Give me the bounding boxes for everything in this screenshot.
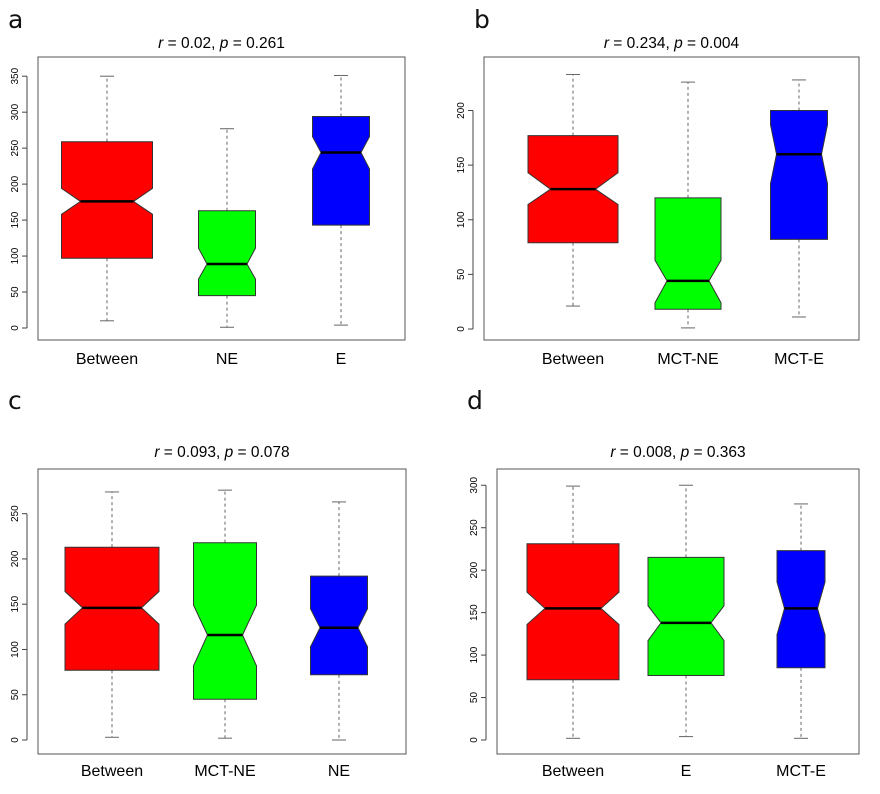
chart-title: r = 0.008, p = 0.363 [610,444,745,461]
y-tick-label: 50 [10,286,21,298]
title-equals: = [683,35,701,52]
title-equals: = [163,35,181,52]
category-label: MCT-NE [194,763,255,780]
title-r-symbol: r [154,444,160,461]
notched-box-e [312,116,370,226]
y-tick-label: 300 [469,476,480,493]
category-label: E [681,763,692,780]
title-p-symbol: p [673,35,683,52]
y-tick-label: 100 [469,646,480,663]
title-equals: = [228,35,246,52]
y-tick-label: 0 [10,325,21,331]
notched-box-mct-ne [654,197,722,310]
y-tick-label: 50 [456,268,467,280]
y-tick-label: 0 [469,737,480,743]
panel-c: c r = 0.093, p = 0.078 0 50 100 150 200 250 Betw… [8,386,407,780]
category-label: Between [81,763,143,780]
y-tick-label: 200 [469,561,480,578]
panel-letter: c [8,386,22,415]
title-p-value: 0.261 [246,35,285,52]
y-tick-label: 0 [456,326,467,332]
title-r-value: 0.093, [177,444,224,461]
title-r-symbol: r [604,35,610,52]
title-equals: = [233,444,251,461]
plot-frame [496,468,860,755]
panel-b: b r = 0.234, p = 0.004 0 50 100 150 200 Between… [456,5,860,368]
category-label: E [336,351,347,368]
title-p-value: 0.004 [700,35,739,52]
y-tick-label: 350 [10,67,21,84]
title-equals: = [160,444,178,461]
category-label: NE [216,351,238,368]
y-tick-label: 0 [10,737,21,743]
category-label: Between [542,763,604,780]
panel-letter: d [467,386,483,415]
title-p-symbol: p [680,444,690,461]
title-equals: = [609,35,627,52]
panel-letter: b [474,5,490,34]
category-label: MCT-NE [657,351,718,368]
y-tick-label: 150 [10,595,21,612]
title-p-symbol: p [219,35,229,52]
category-label: Between [76,351,138,368]
plot-frame [37,468,407,755]
y-tick-label: 150 [10,211,21,228]
panel-letter: a [8,5,23,34]
y-tick-label: 200 [10,550,21,567]
panel-d: d r = 0.008, p = 0.363 0 50 100 150 200 250 300 B… [467,386,860,780]
plot-frame [37,56,406,341]
title-r-value: 0.02, [181,35,220,52]
chart-title: r = 0.234, p = 0.004 [604,35,740,52]
title-p-value: 0.078 [251,444,290,461]
y-tick-label: 150 [469,604,480,621]
title-p-symbol: p [224,444,234,461]
y-tick-label: 100 [456,211,467,228]
notched-box-mct-e [770,110,828,240]
title-r-value: 0.008, [633,444,680,461]
y-tick-label: 250 [10,139,21,156]
y-tick-label: 300 [10,103,21,120]
notched-box-ne [198,210,256,297]
title-equals: = [689,444,707,461]
category-label: Between [542,351,604,368]
title-equals: = [616,444,634,461]
category-label: MCT-E [774,351,824,368]
y-tick-label: 50 [10,689,21,701]
notched-box-ne [310,575,368,676]
category-label: MCT-E [776,763,826,780]
chart-title: r = 0.093, p = 0.078 [154,444,289,461]
title-r-value: 0.234, [627,35,674,52]
plot-frame [483,56,860,341]
panel-a: a r = 0.02, p = 0.261 0 50 100 150 200 250 300 35… [8,5,406,368]
notched-box-mct-ne [193,542,257,700]
y-tick-label: 200 [10,175,21,192]
y-tick-label: 150 [456,156,467,173]
y-tick-label: 50 [469,692,480,704]
y-tick-label: 100 [10,641,21,658]
y-tick-label: 250 [469,519,480,536]
title-r-symbol: r [158,35,164,52]
category-label: NE [328,763,350,780]
notched-box-between [526,543,620,681]
y-tick-label: 100 [10,247,21,264]
title-p-value: 0.363 [707,444,746,461]
y-tick-label: 250 [10,505,21,522]
y-tick-label: 200 [456,102,467,119]
notched-box-e [647,556,725,676]
title-r-symbol: r [610,444,616,461]
notched-box-between [61,141,153,259]
chart-title: r = 0.02, p = 0.261 [158,35,285,52]
